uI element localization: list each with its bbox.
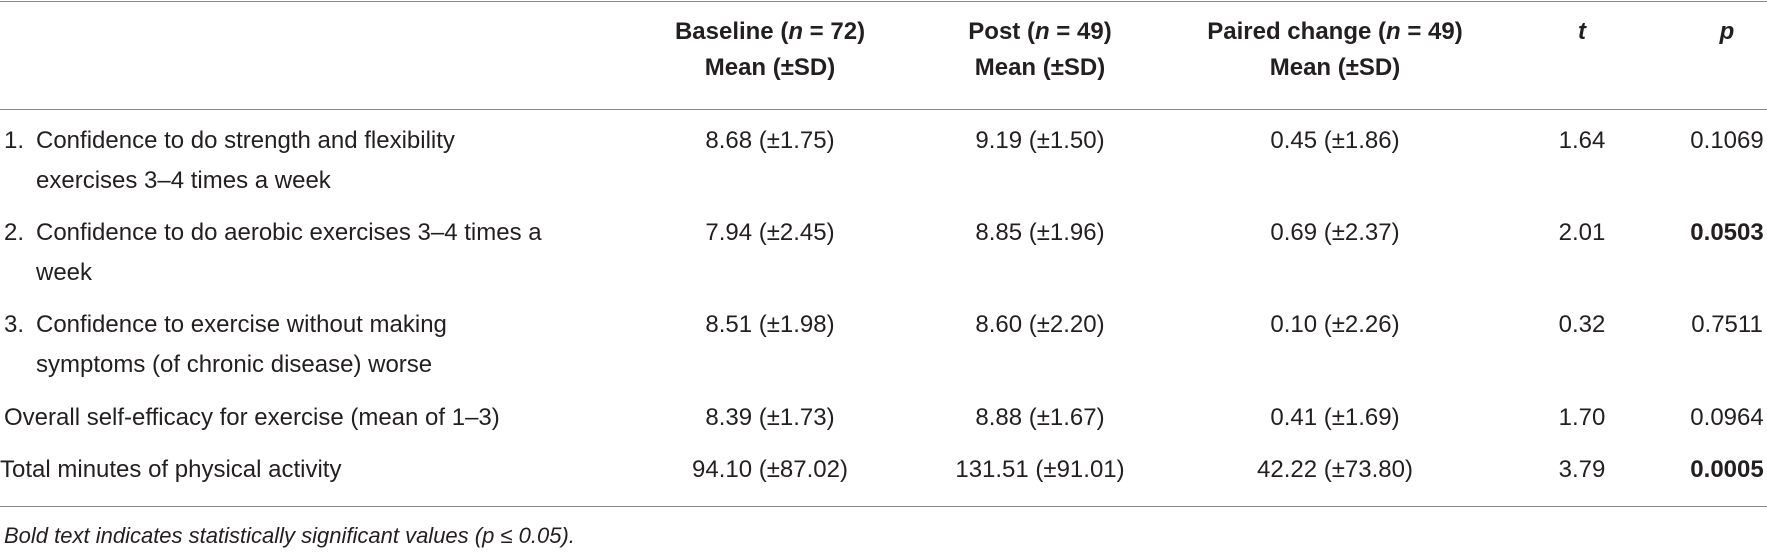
row-1-label-line2: exercises 3–4 times a week	[36, 167, 331, 194]
row-2-change: 0.69 (±2.37)	[1270, 219, 1400, 246]
header-post-name: Post	[968, 18, 1021, 45]
row-5-baseline: 94.10 (±87.02)	[692, 456, 848, 483]
row-4-change: 0.41 (±1.69)	[1270, 404, 1400, 431]
table-header-rule	[0, 109, 1767, 110]
row-3-post: 8.60 (±2.20)	[975, 311, 1105, 338]
header-baseline-name: Baseline	[674, 18, 774, 45]
header-baseline-sub: Mean (±SD)	[704, 54, 836, 81]
table-bottom-rule	[0, 506, 1767, 507]
row-4-post: 8.88 (±1.67)	[975, 404, 1105, 431]
row-2-t: 2.01	[1558, 219, 1606, 246]
row-5-t: 3.79	[1558, 456, 1606, 483]
row-3-baseline: 8.51 (±1.98)	[705, 311, 835, 338]
row-5-label: Total minutes of physical activity	[0, 456, 342, 483]
row-5-post: 131.51 (±91.01)	[955, 456, 1125, 483]
header-t: t	[1532, 12, 1632, 52]
table-footnote: Bold text indicates statistically signif…	[4, 523, 575, 548]
row-1-index: 1.	[4, 127, 25, 154]
row-4-baseline: 8.39 (±1.73)	[705, 404, 835, 431]
row-3-change: 0.10 (±2.26)	[1270, 311, 1400, 338]
row-2-post: 8.85 (±1.96)	[975, 219, 1105, 246]
row-1-p: 0.1069	[1690, 127, 1764, 154]
header-p-label: p	[1719, 18, 1735, 45]
table-row-3-label: 3. Confidence to exercise without making…	[0, 305, 600, 385]
table-row-2-label: 2. Confidence to do aerobic exercises 3–…	[0, 213, 600, 293]
row-2-index: 2.	[4, 219, 25, 246]
header-p: p	[1677, 12, 1767, 52]
row-1-post: 9.19 (±1.50)	[975, 127, 1105, 154]
row-2-label-line1: Confidence to do aerobic exercises 3–4 t…	[36, 219, 542, 246]
row-2-p: 0.0503	[1690, 219, 1764, 246]
row-3-p: 0.7511	[1691, 311, 1763, 338]
row-2-baseline: 7.94 (±2.45)	[705, 219, 835, 246]
header-change-n: 49	[1428, 18, 1455, 45]
row-2-label-line2: week	[36, 259, 93, 286]
header-baseline-n: 72	[830, 18, 858, 45]
row-1-change: 0.45 (±1.86)	[1270, 127, 1400, 154]
table-row-1-label: 1. Confidence to do strength and flexibi…	[0, 121, 600, 201]
row-1-label-line1: Confidence to do strength and flexibilit…	[36, 127, 455, 154]
row-3-label-line1: Confidence to exercise without making	[36, 311, 447, 338]
table-top-rule	[0, 1, 1767, 2]
row-1-baseline: 8.68 (±1.75)	[705, 127, 835, 154]
header-post: Post (n = 49)	[968, 18, 1112, 45]
header-post-n: 49	[1077, 18, 1104, 45]
row-4-p: 0.0964	[1690, 404, 1764, 431]
header-t-label: t	[1578, 18, 1586, 45]
header-post-sub: Mean (±SD)	[974, 54, 1106, 81]
row-1-t: 1.64	[1558, 127, 1606, 154]
row-3-label-line2: symptoms (of chronic disease) worse	[36, 351, 433, 378]
header-change-sub: Mean (±SD)	[1269, 54, 1401, 81]
row-3-index: 3.	[4, 311, 25, 338]
row-4-t: 1.70	[1558, 404, 1606, 431]
header-change-name: Paired change	[1207, 18, 1372, 45]
header-change: Paired change (n = 49)	[1207, 18, 1463, 45]
header-baseline: Baseline (n = 72)	[674, 18, 866, 45]
row-5-p: 0.0005	[1690, 456, 1764, 483]
row-3-t: 0.32	[1558, 311, 1606, 338]
row-4-label: Overall self-efficacy for exercise (mean…	[4, 404, 500, 431]
row-5-change: 42.22 (±73.80)	[1257, 456, 1413, 483]
